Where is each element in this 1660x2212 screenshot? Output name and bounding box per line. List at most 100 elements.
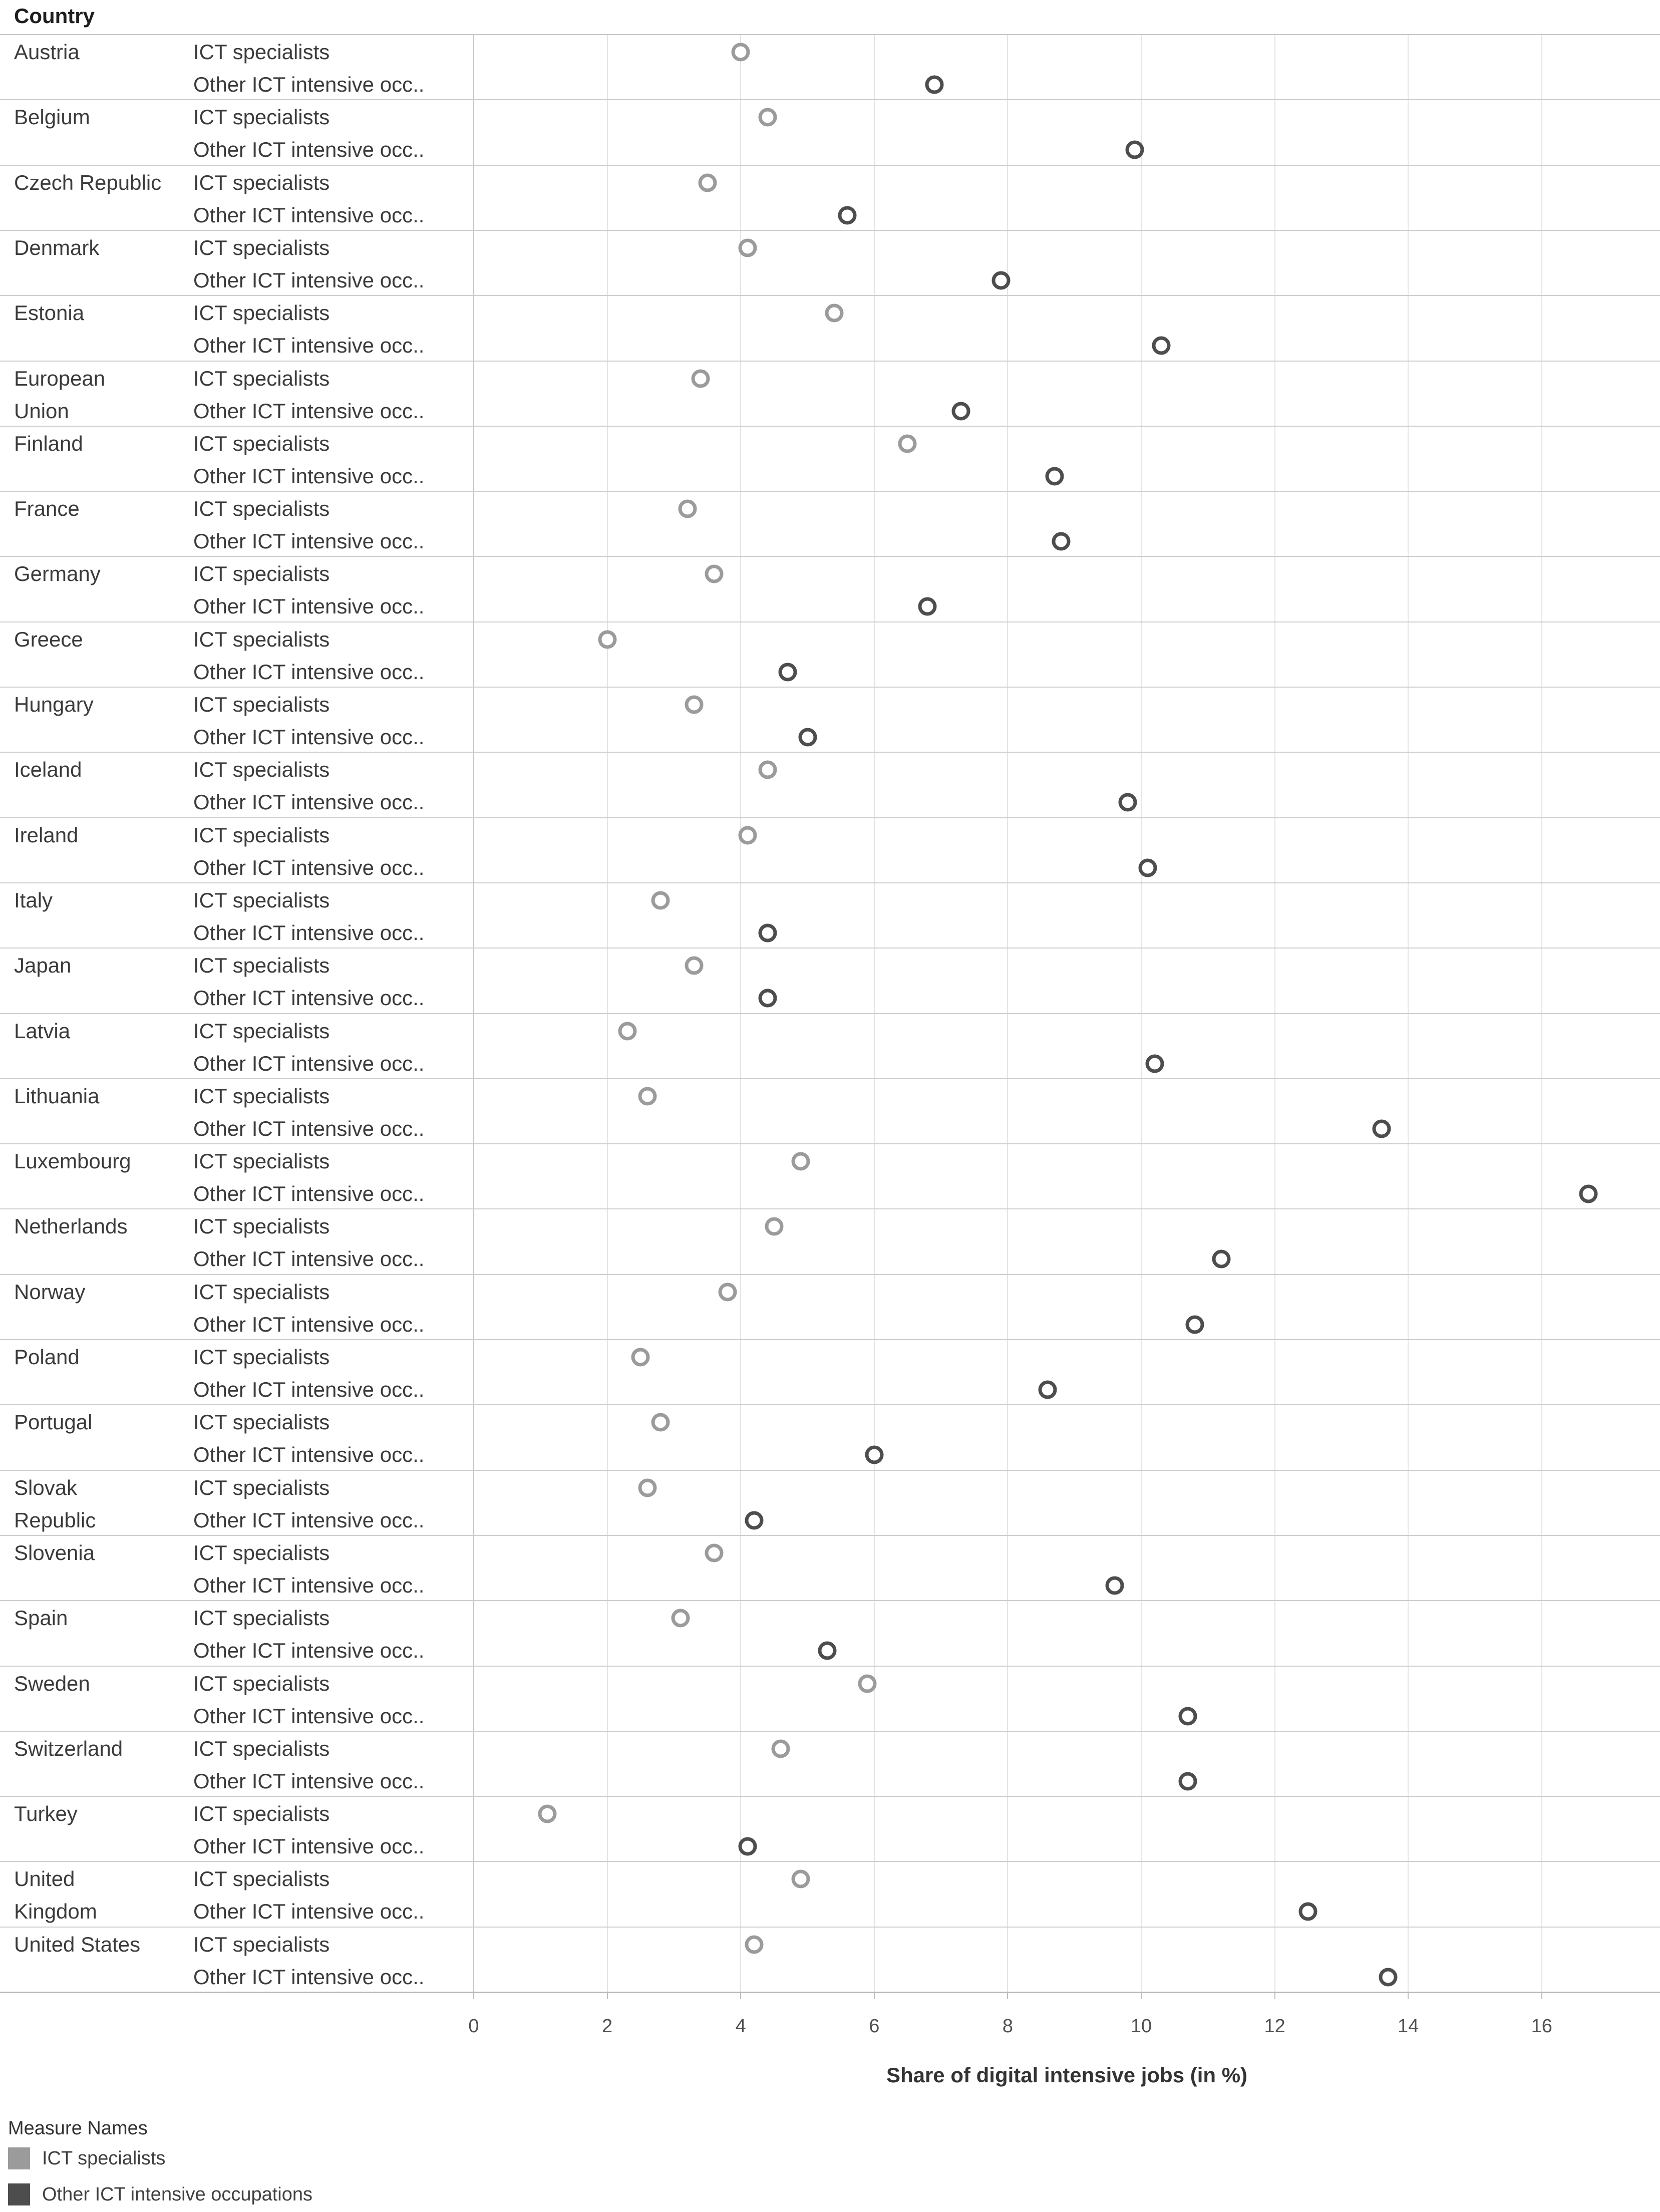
ict-specialists-dot[interactable] <box>791 1152 810 1171</box>
other-ict-occupations-dot[interactable] <box>1379 1968 1398 1987</box>
row-separator <box>0 621 1660 622</box>
ict-specialists-dot[interactable] <box>651 891 670 910</box>
row-separator <box>0 1274 1660 1275</box>
other-ict-occupations-dot[interactable] <box>758 989 777 1008</box>
ict-specialists-dot[interactable] <box>738 826 757 845</box>
legend-swatch[interactable] <box>8 2183 30 2205</box>
ict-specialists-dot[interactable] <box>685 956 704 975</box>
legend-label: ICT specialists <box>42 2148 166 2169</box>
measure-label-other: Other ICT intensive occ.. <box>193 464 425 488</box>
measure-label-other: Other ICT intensive occ.. <box>193 726 425 749</box>
measure-label-ict: ICT specialists <box>193 1802 330 1826</box>
country-label: Belgium <box>14 106 90 129</box>
other-ict-occupations-dot[interactable] <box>1298 1902 1317 1921</box>
legend-swatch[interactable] <box>8 2147 30 2169</box>
ict-specialists-dot[interactable] <box>678 499 697 518</box>
other-ict-occupations-dot[interactable] <box>951 402 970 420</box>
other-ict-occupations-dot[interactable] <box>758 923 777 942</box>
other-ict-occupations-dot[interactable] <box>1185 1315 1204 1334</box>
measure-label-ict: ICT specialists <box>193 1476 330 1499</box>
x-axis-tick-label: 10 <box>1130 2016 1152 2037</box>
other-ict-occupations-dot[interactable] <box>1125 140 1144 159</box>
other-ict-occupations-dot[interactable] <box>1118 793 1137 812</box>
country-label: Czech Republic <box>14 171 162 194</box>
other-ict-occupations-dot[interactable] <box>1178 1772 1197 1791</box>
country-label: Norway <box>14 1280 86 1304</box>
ict-specialists-dot[interactable] <box>538 1804 557 1823</box>
ict-specialists-dot[interactable] <box>858 1674 877 1693</box>
ict-specialists-dot[interactable] <box>745 1935 764 1954</box>
country-label: Finland <box>14 432 83 455</box>
other-ict-occupations-dot[interactable] <box>1145 1054 1164 1073</box>
other-ict-occupations-dot[interactable] <box>838 206 857 225</box>
measure-label-ict: ICT specialists <box>193 562 330 586</box>
other-ict-occupations-dot[interactable] <box>798 728 817 747</box>
country-label: Portugal <box>14 1411 93 1434</box>
other-ict-occupations-dot[interactable] <box>1152 336 1171 355</box>
other-ict-occupations-dot[interactable] <box>918 597 937 616</box>
ict-specialists-dot[interactable] <box>718 1283 737 1302</box>
row-separator <box>0 425 1660 427</box>
ict-specialists-dot[interactable] <box>705 1543 724 1562</box>
ict-specialists-dot[interactable] <box>765 1217 784 1236</box>
other-ict-occupations-dot[interactable] <box>925 75 944 94</box>
ict-specialists-dot[interactable] <box>598 630 617 649</box>
measure-label-ict: ICT specialists <box>193 1672 330 1695</box>
row-separator <box>0 1469 1660 1471</box>
row-separator <box>0 1730 1660 1732</box>
ict-specialists-dot[interactable] <box>705 564 724 583</box>
x-axis-tick <box>1007 1992 1009 1999</box>
ict-specialists-dot[interactable] <box>631 1348 650 1367</box>
other-ict-occupations-dot[interactable] <box>1052 532 1071 551</box>
ict-specialists-dot[interactable] <box>791 1869 810 1888</box>
ict-specialists-dot[interactable] <box>651 1413 670 1432</box>
ict-specialists-dot[interactable] <box>685 695 704 714</box>
ict-specialists-dot[interactable] <box>638 1087 657 1106</box>
x-axis-tick-label: 6 <box>869 2016 880 2037</box>
other-ict-occupations-dot[interactable] <box>1212 1249 1231 1269</box>
other-ict-occupations-dot[interactable] <box>1579 1184 1598 1203</box>
other-ict-occupations-dot[interactable] <box>1105 1576 1124 1595</box>
other-ict-occupations-dot[interactable] <box>778 663 797 682</box>
other-ict-occupations-dot[interactable] <box>745 1511 764 1530</box>
country-label: Switzerland <box>14 1737 123 1760</box>
ict-specialists-dot[interactable] <box>758 760 777 779</box>
ict-specialists-dot[interactable] <box>898 434 917 453</box>
country-label: Iceland <box>14 758 82 782</box>
ict-specialists-dot[interactable] <box>691 369 710 388</box>
row-separator <box>0 1339 1660 1340</box>
ict-specialists-dot[interactable] <box>825 303 844 323</box>
ict-specialists-dot[interactable] <box>771 1739 790 1758</box>
other-ict-occupations-dot[interactable] <box>738 1837 757 1856</box>
row-separator <box>0 295 1660 296</box>
row-separator <box>0 229 1660 231</box>
measure-label-other: Other ICT intensive occ.. <box>193 530 425 553</box>
other-ict-occupations-dot[interactable] <box>1178 1707 1197 1725</box>
x-axis-tick-label: 8 <box>1002 2016 1013 2037</box>
ict-specialists-dot[interactable] <box>698 173 717 192</box>
other-ict-occupations-dot[interactable] <box>991 271 1011 290</box>
other-ict-occupations-dot[interactable] <box>1138 858 1157 877</box>
other-ict-occupations-dot[interactable] <box>1038 1380 1057 1399</box>
other-ict-occupations-dot[interactable] <box>1372 1119 1391 1138</box>
measure-label-ict: ICT specialists <box>193 693 330 716</box>
measure-label-other: Other ICT intensive occ.. <box>193 1508 425 1532</box>
measure-label-ict: ICT specialists <box>193 1150 330 1173</box>
other-ict-occupations-dot[interactable] <box>865 1445 884 1464</box>
measure-label-other: Other ICT intensive occ.. <box>193 1835 425 1858</box>
measure-label-ict: ICT specialists <box>193 1541 330 1564</box>
x-axis-tick-label: 0 <box>468 2016 479 2037</box>
measure-label-other: Other ICT intensive occ.. <box>193 334 425 358</box>
ict-specialists-dot[interactable] <box>638 1478 657 1497</box>
legend-title: Measure Names <box>8 2118 148 2139</box>
x-axis-tick <box>740 1992 742 1999</box>
row-separator <box>0 687 1660 688</box>
ict-specialists-dot[interactable] <box>618 1022 637 1040</box>
ict-specialists-dot[interactable] <box>731 43 750 62</box>
other-ict-occupations-dot[interactable] <box>818 1641 837 1660</box>
ict-specialists-dot[interactable] <box>758 108 777 127</box>
ict-specialists-dot[interactable] <box>671 1609 690 1628</box>
other-ict-occupations-dot[interactable] <box>1045 467 1064 486</box>
ict-specialists-dot[interactable] <box>738 238 757 257</box>
row-separator <box>0 752 1660 753</box>
